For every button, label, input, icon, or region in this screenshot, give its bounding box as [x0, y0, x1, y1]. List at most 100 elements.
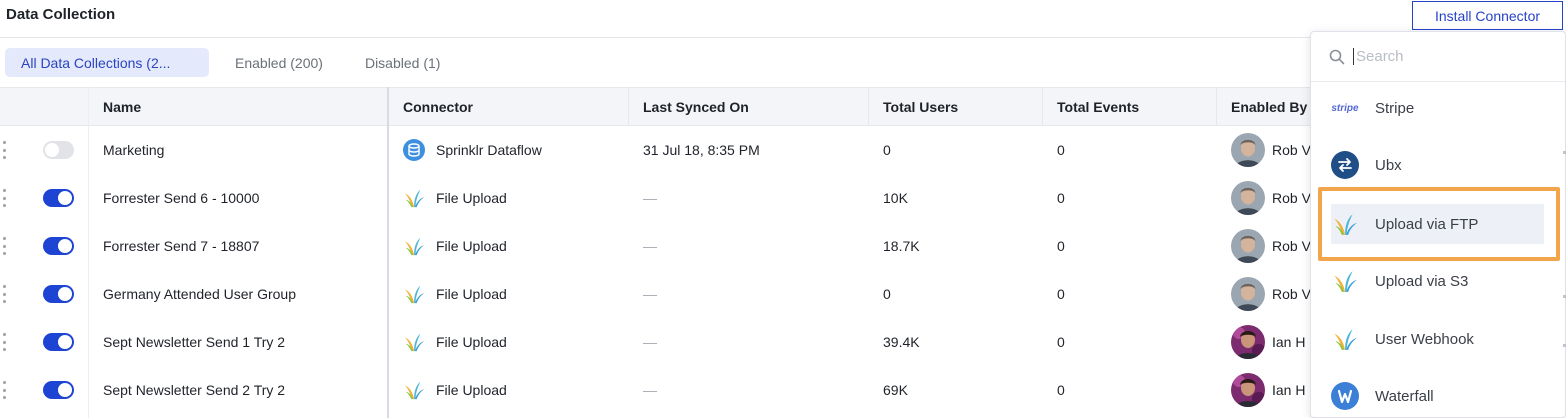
column-header-last-synced[interactable]: Last Synced On — [629, 88, 869, 126]
cell-total-users: 39.4K — [883, 334, 920, 350]
stripe-logo-text: stripe — [1331, 102, 1359, 114]
column-header-connector[interactable]: Connector — [389, 88, 629, 126]
dropdown-item-upload-via-s3[interactable]: Upload via S3 — [1311, 259, 1565, 303]
cell-connector: File Upload — [389, 366, 629, 414]
file-upload-icon — [403, 235, 425, 257]
tab-disabled[interactable]: Disabled (1) — [364, 54, 441, 71]
install-connector-button[interactable]: Install Connector — [1412, 1, 1563, 30]
row-menu-icon[interactable] — [2, 381, 6, 399]
table-row[interactable]: Sept Newsletter Send 1 Try 2 File Upload —… — [0, 318, 1566, 366]
ubx-swap-icon — [1331, 151, 1359, 179]
tab-all-data-collections[interactable]: All Data Collections (2... — [5, 48, 209, 77]
page-header: Data Collection Install Connector — [0, 0, 1566, 38]
dropdown-item-upload-via-ftp[interactable]: Upload via FTP — [1331, 204, 1544, 244]
enable-toggle[interactable] — [43, 333, 74, 351]
cell-name[interactable]: Forrester Send 6 - 10000 — [103, 190, 260, 206]
row-menu-icon[interactable] — [2, 333, 6, 351]
header-controls-cell — [0, 88, 89, 126]
cell-total-events: 0 — [1057, 238, 1065, 254]
connector-label: File Upload — [436, 238, 507, 254]
row-menu-icon[interactable] — [2, 141, 6, 159]
cell-total-users: 0 — [883, 286, 891, 302]
upload-splash-icon — [1331, 267, 1359, 295]
dropdown-item-label: Waterfall — [1375, 387, 1434, 405]
enable-toggle[interactable] — [43, 285, 74, 303]
tab-enabled[interactable]: Enabled (200) — [235, 54, 323, 71]
table-row[interactable]: Forrester Send 6 - 10000 File Upload — 10K 0… — [0, 174, 1566, 222]
cell-name[interactable]: Sept Newsletter Send 2 Try 2 — [103, 382, 286, 398]
column-header-total-users[interactable]: Total Users — [869, 88, 1043, 126]
enable-toggle[interactable] — [43, 189, 74, 207]
dropdown-item-user-webhook[interactable]: User Webhook — [1311, 317, 1565, 361]
cell-last-synced: — — [643, 334, 657, 350]
table-row[interactable]: Marketing Sprinklr Dataflow 31 Jul 18, 8:3… — [0, 126, 1566, 174]
cell-name[interactable]: Forrester Send 7 - 18807 — [103, 238, 260, 254]
database-icon — [403, 139, 425, 161]
cell-total-events: 0 — [1057, 286, 1065, 302]
file-upload-icon — [403, 187, 425, 209]
table-body: Marketing Sprinklr Dataflow 31 Jul 18, 8:3… — [0, 126, 1566, 414]
connector-label: File Upload — [436, 334, 507, 350]
upload-splash-icon — [1331, 325, 1359, 353]
connector-label: Sprinklr Dataflow — [436, 142, 542, 158]
connector-label: File Upload — [436, 286, 507, 302]
enable-toggle[interactable] — [43, 141, 74, 159]
cell-last-synced: — — [643, 286, 657, 302]
avatar — [1231, 277, 1265, 311]
dropdown-item-ubx[interactable]: Ubx — [1311, 143, 1565, 187]
file-upload-icon — [403, 331, 425, 353]
table-header: Name Connector Last Synced On Total User… — [0, 87, 1566, 126]
enable-toggle[interactable] — [43, 237, 74, 255]
avatar — [1231, 229, 1265, 263]
table-row[interactable]: Germany Attended User Group File Upload — 0… — [0, 270, 1566, 318]
cell-total-users: 10K — [883, 190, 908, 206]
enabled-by-label: Rob V — [1272, 190, 1311, 206]
connector-label: File Upload — [436, 382, 507, 398]
connector-search-input[interactable] — [1353, 48, 1543, 65]
avatar — [1231, 373, 1265, 407]
avatar — [1231, 325, 1265, 359]
table-row[interactable]: Sept Newsletter Send 2 Try 2 File Upload —… — [0, 366, 1566, 414]
column-divider — [88, 87, 89, 418]
column-header-total-events[interactable]: Total Events — [1043, 88, 1217, 126]
row-menu-icon[interactable] — [2, 237, 6, 255]
row-menu-icon[interactable] — [2, 285, 6, 303]
waterfall-icon — [1331, 382, 1359, 410]
cell-last-synced: — — [643, 238, 657, 254]
enabled-by-label: Ian H — [1272, 382, 1306, 398]
cell-connector: Sprinklr Dataflow — [389, 126, 629, 174]
cell-total-events: 0 — [1057, 334, 1065, 350]
upload-splash-icon — [1331, 210, 1359, 238]
cell-last-synced: — — [643, 190, 657, 206]
enable-toggle[interactable] — [43, 381, 74, 399]
file-upload-icon — [403, 283, 425, 305]
avatar — [1231, 181, 1265, 215]
row-menu-icon[interactable] — [2, 189, 6, 207]
file-upload-icon — [403, 379, 425, 401]
cell-last-synced: 31 Jul 18, 8:35 PM — [643, 142, 760, 158]
cell-enabled-by: Ian H — [1217, 318, 1312, 366]
cell-connector: File Upload — [389, 318, 629, 366]
enabled-by-label: Rob V — [1272, 286, 1311, 302]
scrollbar-marker — [1563, 344, 1566, 347]
cell-total-events: 0 — [1057, 382, 1065, 398]
cell-name[interactable]: Germany Attended User Group — [103, 286, 296, 302]
cell-enabled-by: Ian H — [1217, 366, 1312, 414]
dropdown-item-label: Ubx — [1375, 156, 1402, 174]
cell-total-events: 0 — [1057, 142, 1065, 158]
cell-name[interactable]: Sept Newsletter Send 1 Try 2 — [103, 334, 286, 350]
scrollbar-marker — [1563, 295, 1566, 298]
column-header-name[interactable]: Name — [89, 88, 388, 126]
cell-connector: File Upload — [389, 174, 629, 222]
column-header-enabled-by[interactable]: Enabled By — [1231, 99, 1308, 115]
cell-name[interactable]: Marketing — [103, 142, 165, 158]
dropdown-item-stripe[interactable]: stripe Stripe — [1311, 86, 1565, 130]
table-row[interactable]: Forrester Send 7 - 18807 File Upload — 18.7… — [0, 222, 1566, 270]
cell-last-synced: — — [643, 382, 657, 398]
dropdown-item-waterfall[interactable]: Waterfall — [1311, 374, 1565, 417]
dropdown-item-label: Stripe — [1375, 99, 1415, 117]
enabled-by-label: Ian H — [1272, 334, 1306, 350]
scrollbar-marker — [1563, 151, 1566, 154]
cell-enabled-by: Rob V — [1217, 270, 1312, 318]
stripe-logo-icon: stripe — [1331, 94, 1359, 122]
